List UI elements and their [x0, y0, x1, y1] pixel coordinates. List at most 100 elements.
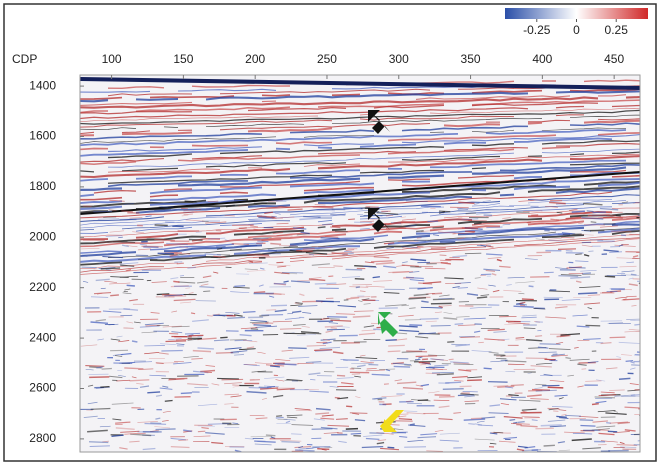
noise-event [119, 262, 139, 265]
noise-event [188, 334, 204, 337]
noise-event [144, 352, 160, 355]
noise-event [526, 339, 543, 342]
noise-event [293, 227, 307, 230]
noise-event [413, 293, 429, 297]
noise-event [110, 294, 119, 297]
noise-event [240, 245, 258, 248]
noise-event [476, 212, 491, 215]
noise-event [101, 367, 112, 370]
reflector [80, 215, 640, 248]
y-tick-label: 2200 [29, 280, 56, 294]
noise-event [112, 353, 124, 356]
noise-event [286, 416, 298, 419]
noise-event [120, 430, 140, 433]
noise-event [406, 412, 426, 415]
noise-event [144, 322, 164, 326]
noise-event [408, 296, 427, 300]
noise-event [276, 388, 295, 391]
noise-event [420, 364, 427, 366]
noise-event [512, 421, 518, 424]
noise-event [574, 347, 579, 349]
noise-event [557, 441, 565, 444]
noise-event [550, 218, 560, 221]
noise-event [125, 269, 132, 272]
noise-event [416, 230, 424, 233]
noise-event [492, 289, 500, 293]
noise-event [284, 317, 301, 320]
noise-event [507, 322, 530, 325]
noise-event [229, 339, 247, 341]
noise-event [345, 427, 359, 430]
noise-event [385, 304, 407, 307]
noise-event [171, 331, 183, 334]
noise-event [616, 356, 621, 358]
noise-event [493, 331, 507, 333]
noise-event [457, 237, 466, 240]
noise-event [414, 358, 421, 361]
noise-event [424, 267, 446, 270]
noise-event [205, 364, 216, 367]
noise-event [88, 441, 109, 444]
noise-event [549, 201, 566, 205]
noise-event [279, 328, 302, 330]
noise-event [256, 215, 276, 219]
noise-event [556, 334, 571, 338]
reflector [80, 227, 640, 263]
noise-event [287, 312, 294, 315]
noise-event [354, 375, 361, 378]
noise-event [555, 342, 564, 344]
reflector [80, 119, 640, 137]
noise-event [184, 200, 197, 203]
noise-event [355, 396, 361, 398]
noise-event [234, 285, 246, 288]
noise-event [460, 336, 481, 338]
noise-event [224, 403, 234, 405]
noise-event [346, 297, 360, 300]
noise-event [264, 376, 285, 379]
noise-event [465, 212, 477, 215]
reflector [80, 207, 640, 238]
noise-event [120, 314, 133, 317]
noise-event [93, 292, 112, 295]
noise-event [249, 321, 269, 324]
noise-event [188, 292, 194, 294]
noise-event [138, 368, 154, 370]
noise-event [488, 284, 496, 287]
noise-event [274, 309, 287, 313]
noise-event [136, 382, 144, 385]
noise-event [105, 235, 123, 237]
noise-event [533, 308, 546, 310]
noise-event [432, 226, 444, 229]
noise-event [454, 323, 464, 325]
noise-event [306, 242, 311, 245]
noise-event [397, 381, 417, 385]
noise-event [251, 370, 267, 373]
noise-event [537, 346, 549, 349]
noise-event [463, 317, 486, 320]
noise-event [173, 298, 196, 302]
noise-event [634, 323, 640, 326]
noise-event [316, 209, 335, 212]
noise-event [594, 396, 616, 399]
noise-event [265, 293, 282, 295]
noise-event [238, 227, 247, 230]
noise-event [447, 341, 455, 343]
noise-event [579, 286, 601, 288]
noise-event [328, 322, 339, 324]
noise-event [554, 306, 568, 309]
noise-event [580, 424, 596, 427]
noise-event [409, 270, 420, 273]
noise-event [359, 228, 370, 230]
noise-event [220, 336, 228, 339]
noise-event [452, 232, 475, 235]
noise-event [535, 384, 547, 386]
noise-event [531, 419, 538, 421]
noise-event [531, 388, 551, 391]
noise-event [348, 218, 355, 221]
noise-event [577, 363, 587, 366]
noise-event [398, 325, 418, 328]
noise-event [399, 435, 408, 438]
noise-event [487, 380, 508, 383]
noise-event [420, 383, 430, 387]
